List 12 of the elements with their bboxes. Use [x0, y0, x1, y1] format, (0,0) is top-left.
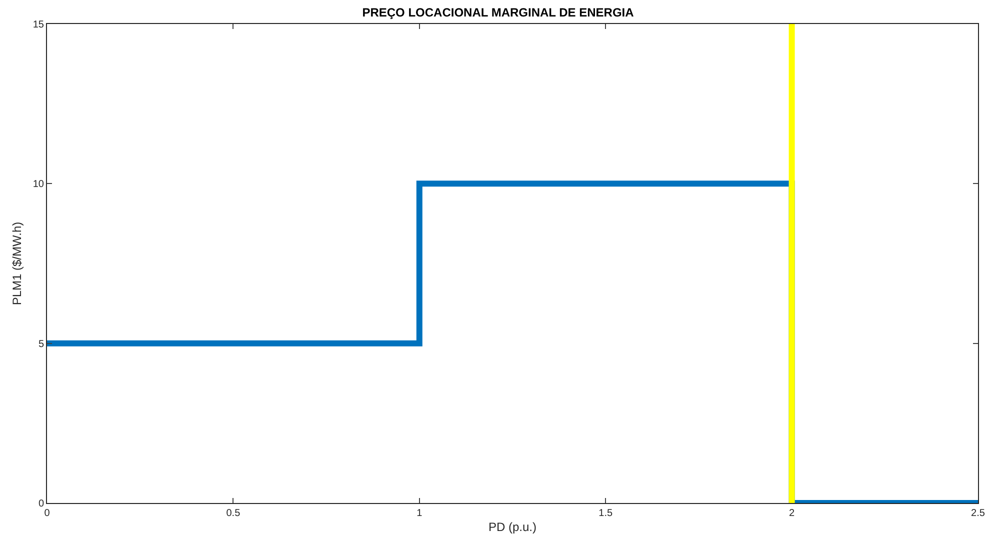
x-tick-label: 2 [789, 508, 796, 519]
y-axis-title: PLM1 ($/MW.h) [10, 222, 24, 306]
y-tick-label: 10 [32, 179, 44, 190]
x-tick-label: 0.5 [226, 508, 241, 519]
x-tick-label: 1.5 [598, 508, 613, 519]
x-axis-title: PD (p.u.) [488, 520, 537, 534]
y-tick-label: 0 [38, 498, 44, 510]
chart-title: PREÇO LOCACIONAL MARGINAL DE ENERGIA [362, 6, 634, 20]
x-tick-label: 1 [416, 508, 423, 519]
y-tick-label: 5 [38, 338, 44, 350]
x-tick-label: 2.5 [971, 508, 986, 519]
y-tick-label: 15 [32, 20, 44, 30]
